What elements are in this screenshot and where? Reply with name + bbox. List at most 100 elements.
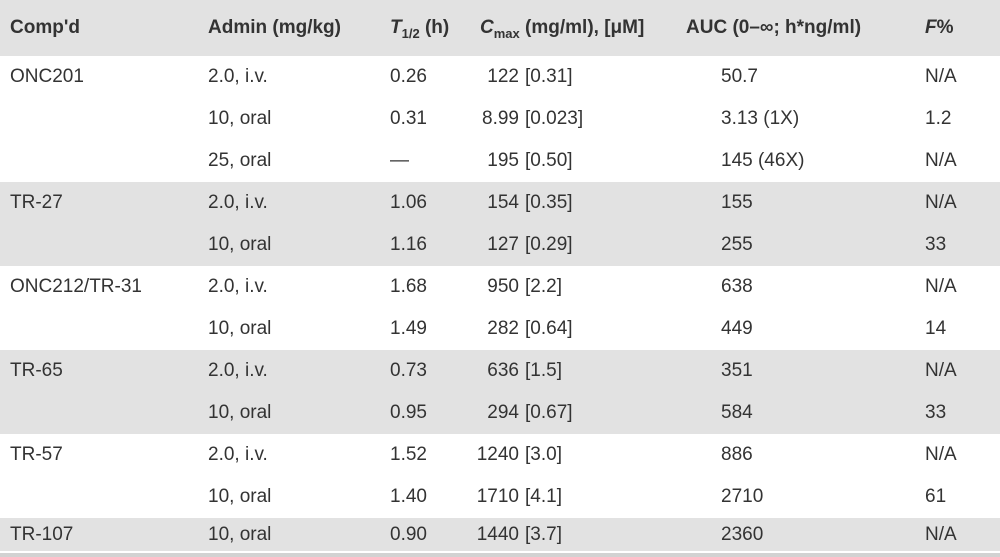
cmax-value: 195	[487, 150, 519, 171]
cmax-micromolar-value: [2.2]	[525, 276, 562, 297]
cell-compound: TR-107	[10, 523, 74, 545]
cmax-value: 122	[487, 66, 519, 87]
cell-f-percent: N/A	[925, 150, 957, 171]
cell-auc: 584	[721, 402, 753, 423]
table-header-row: Comp'd Admin (mg/kg) T1/2 (h) Cmax (mg/m…	[0, 0, 1000, 56]
cell-admin: 10, oral	[208, 523, 272, 545]
cmax-micromolar-value: [0.29]	[525, 234, 573, 255]
cmax-symbol: C	[480, 17, 494, 38]
cell-admin: 2.0, i.v.	[208, 66, 268, 87]
cell-thalf: —	[390, 150, 409, 171]
cell-f-percent: N/A	[925, 360, 957, 381]
cell-compound: TR-57	[10, 444, 63, 465]
cell-f-percent: N/A	[925, 444, 957, 465]
cmax-unit: (mg/ml), [μM]	[519, 17, 645, 38]
cell-f-percent: 61	[925, 486, 947, 507]
cell-admin: 2.0, i.v.	[208, 276, 268, 297]
cmax-micromolar-value: [1.5]	[525, 360, 562, 381]
table-row: 25, oral — 195 [0.50] 145 (46X) N/A	[0, 140, 1000, 182]
table-row: 10, oral 0.31 8.99 [0.023] 3.13 (1X) 1.2	[0, 98, 1000, 140]
cell-thalf: 0.31	[390, 108, 427, 129]
cell-f-percent: 14	[925, 318, 947, 339]
cell-thalf: 1.16	[390, 234, 427, 255]
cmax-value: 127	[487, 234, 519, 255]
table-row: 10, oral 1.49 282 [0.64] 449 14	[0, 308, 1000, 350]
cell-compound: TR-27	[10, 192, 63, 213]
cmax-micromolar-value: [3.7]	[525, 523, 562, 545]
col-header-auc: AUC (0–∞; h*ng/ml)	[686, 17, 862, 38]
cell-admin: 2.0, i.v.	[208, 192, 268, 213]
cell-admin: 2.0, i.v.	[208, 444, 268, 465]
cell-compound: ONC212/TR-31	[10, 276, 142, 297]
cell-admin: 10, oral	[208, 108, 272, 129]
col-header-f-percent: F%	[915, 17, 1000, 39]
cell-thalf: 0.73	[390, 360, 427, 381]
cell-f-percent: 33	[925, 402, 947, 423]
cell-thalf: 0.95	[390, 402, 427, 423]
col-header-admin: Admin (mg/kg)	[208, 17, 341, 38]
cell-auc: 155	[721, 192, 753, 213]
cmax-value: 8.99	[482, 108, 519, 129]
cell-cmax: 1240 [3.0]	[470, 444, 676, 466]
table-row: TR-27 2.0, i.v. 1.06 154 [0.35] 155 N/A	[0, 182, 1000, 224]
cell-admin: 25, oral	[208, 150, 272, 171]
cell-auc: 638	[721, 276, 753, 297]
cmax-value: 1710	[476, 486, 519, 507]
col-header-compound: Comp'd	[10, 17, 80, 38]
cmax-micromolar-value: [4.1]	[525, 486, 562, 507]
thalf-symbol: T	[390, 17, 402, 38]
thalf-subscript: 1/2	[401, 25, 420, 41]
table-row: 10, oral 1.40 1710 [4.1] 2710 61	[0, 476, 1000, 518]
cell-thalf: 1.52	[390, 444, 427, 465]
cell-admin: 2.0, i.v.	[208, 360, 268, 381]
cmax-value: 294	[487, 402, 519, 423]
cmax-value: 154	[487, 192, 519, 213]
cmax-subscript: max	[493, 25, 520, 41]
cell-f-percent: N/A	[925, 523, 957, 545]
cell-thalf: 0.26	[390, 66, 427, 87]
cell-cmax: 195 [0.50]	[470, 150, 676, 172]
table-row: 10, oral 0.95 294 [0.67] 584 33	[0, 392, 1000, 434]
cell-f-percent: 33	[925, 234, 947, 255]
cell-thalf: 1.68	[390, 276, 427, 297]
cell-f-percent: N/A	[925, 66, 957, 87]
table-row: 10, oral 1.16 127 [0.29] 255 33	[0, 224, 1000, 266]
cell-f-percent: N/A	[925, 192, 957, 213]
cmax-micromolar-value: [3.0]	[525, 444, 562, 465]
cell-compound: TR-65	[10, 360, 63, 381]
col-header-cmax: Cmax (mg/ml), [μM]	[470, 17, 676, 41]
table-bottom-edge	[0, 553, 1000, 557]
cell-admin: 10, oral	[208, 486, 272, 507]
cell-f-percent: 1.2	[925, 108, 952, 129]
cell-cmax: 294 [0.67]	[470, 402, 676, 424]
cmax-value: 636	[487, 360, 519, 381]
cmax-micromolar-value: [0.35]	[525, 192, 573, 213]
f-percent-sign: %	[936, 17, 954, 38]
cell-thalf: 1.06	[390, 192, 427, 213]
cell-auc: 3.13 (1X)	[721, 108, 800, 129]
cell-cmax: 1710 [4.1]	[470, 486, 676, 508]
cell-f-percent: N/A	[925, 276, 957, 297]
cell-cmax: 122 [0.31]	[470, 66, 676, 88]
cell-compound: ONC201	[10, 66, 84, 87]
col-header-thalf: T1/2 (h)	[380, 17, 470, 41]
cell-cmax: 127 [0.29]	[470, 234, 676, 256]
cell-admin: 10, oral	[208, 402, 272, 423]
table-row: ONC201 2.0, i.v. 0.26 122 [0.31] 50.7 N/A	[0, 56, 1000, 98]
cmax-value: 1440	[476, 523, 519, 545]
cell-auc: 449	[721, 318, 753, 339]
cmax-micromolar-value: [0.023]	[525, 108, 584, 129]
f-symbol: F	[925, 17, 937, 38]
cell-cmax: 282 [0.64]	[470, 318, 676, 340]
cmax-value: 1240	[476, 444, 519, 465]
cmax-micromolar-value: [0.67]	[525, 402, 573, 423]
table-row: TR-65 2.0, i.v. 0.73 636 [1.5] 351 N/A	[0, 350, 1000, 392]
cell-thalf: 1.40	[390, 486, 427, 507]
cmax-micromolar-value: [0.50]	[525, 150, 573, 171]
cell-admin: 10, oral	[208, 318, 272, 339]
cell-auc: 145 (46X)	[721, 150, 805, 171]
table-row: ONC212/TR-31 2.0, i.v. 1.68 950 [2.2] 638…	[0, 266, 1000, 308]
cell-auc: 351	[721, 360, 753, 381]
cell-thalf: 0.90	[390, 523, 427, 545]
cmax-value: 950	[487, 276, 519, 297]
